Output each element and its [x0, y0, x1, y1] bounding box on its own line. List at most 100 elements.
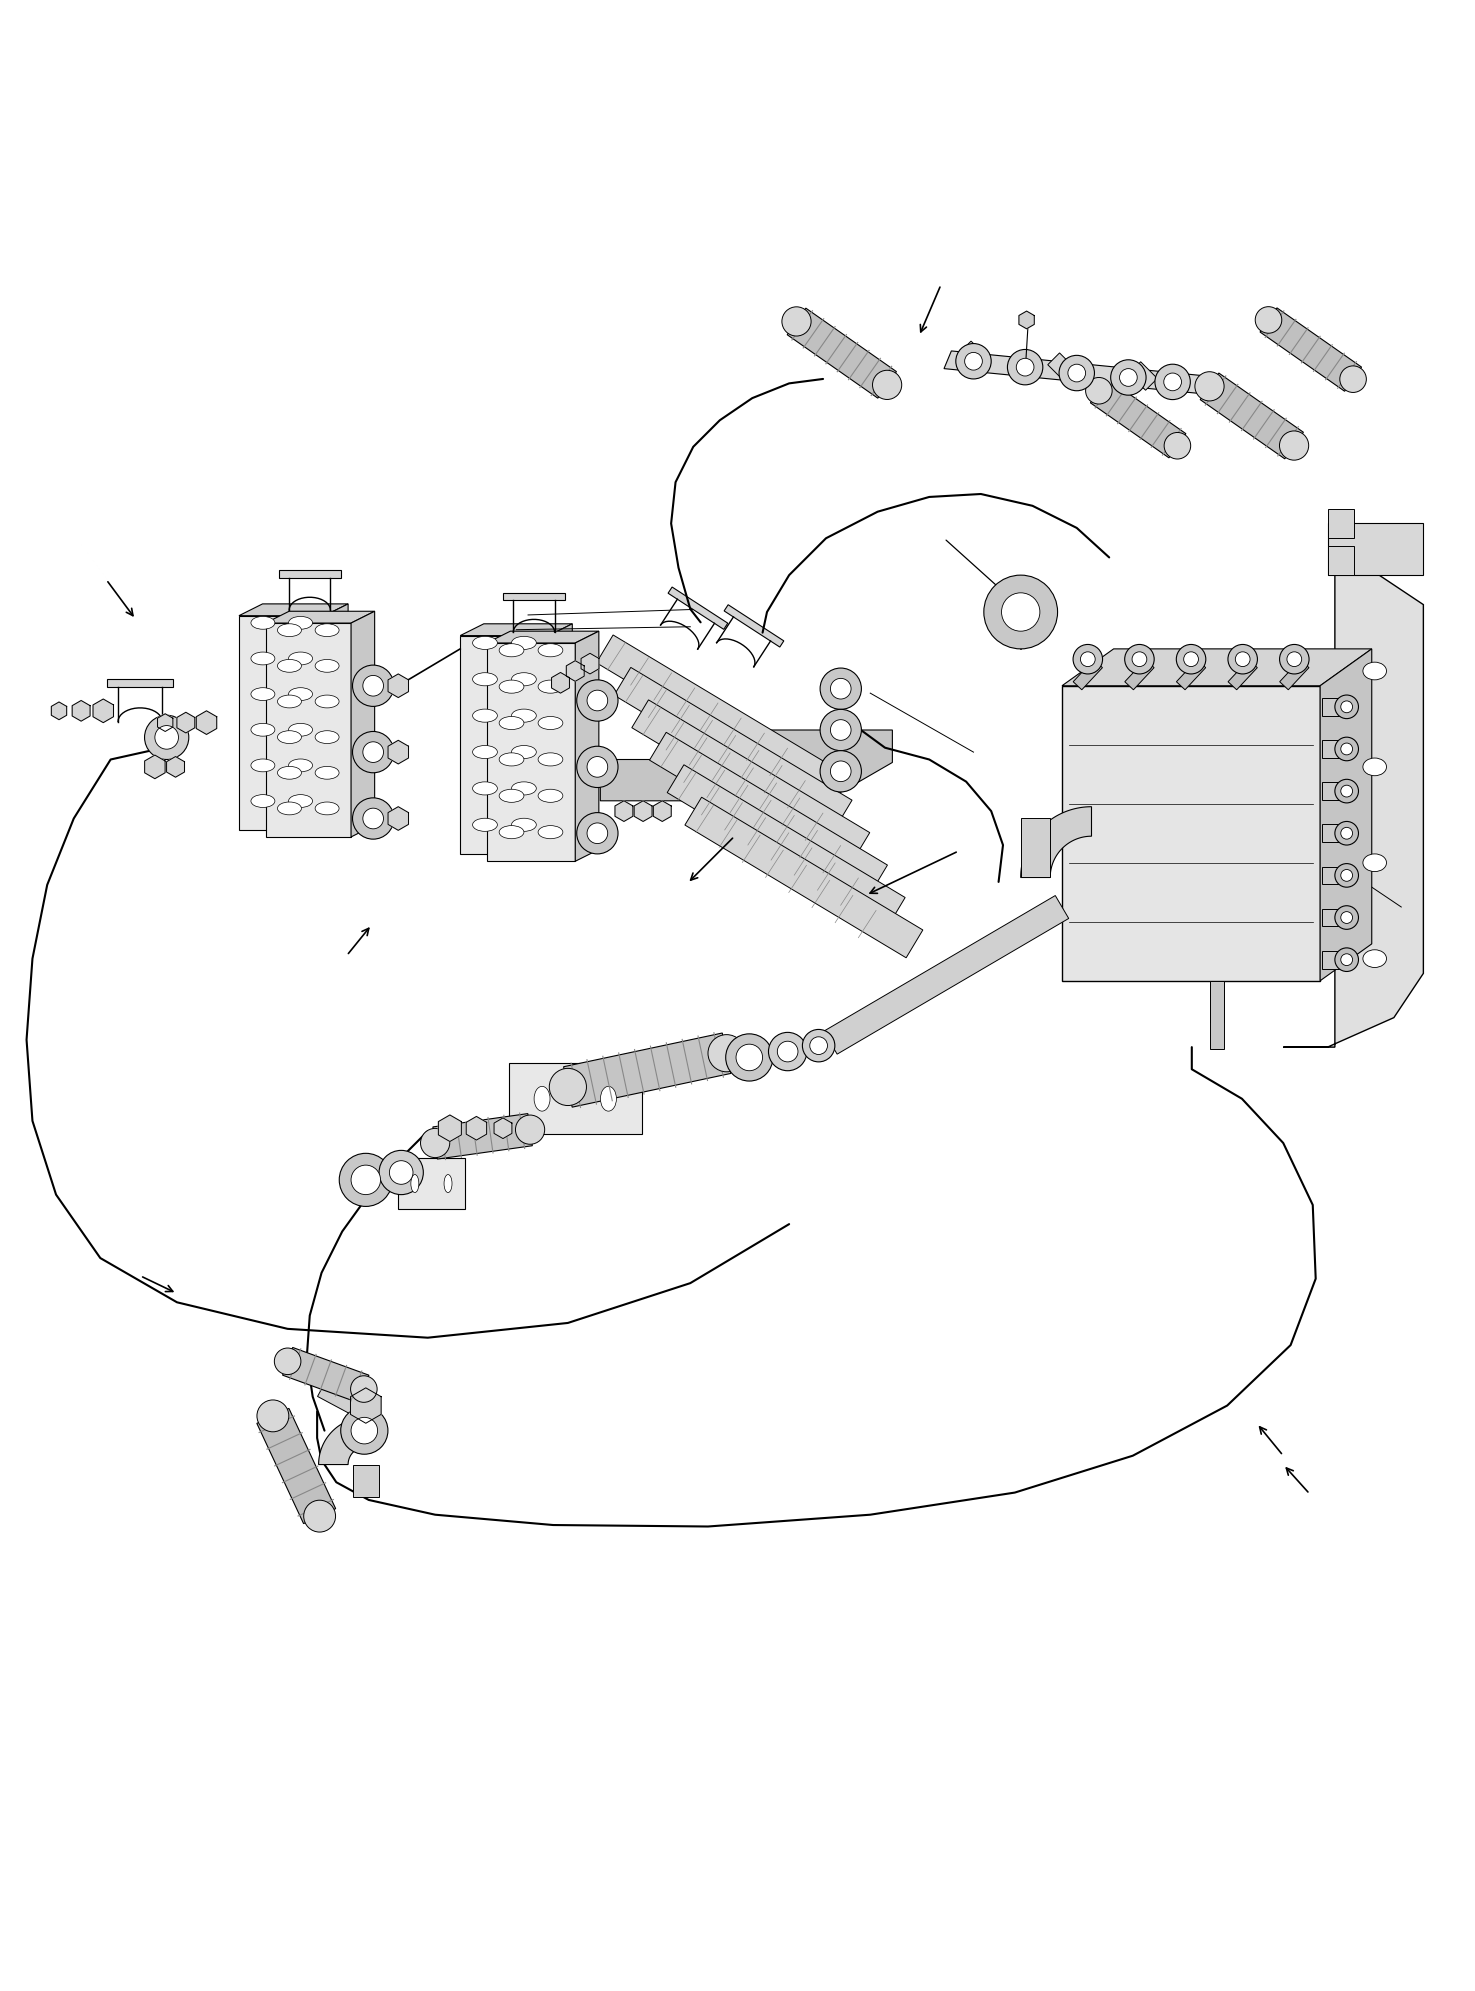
Circle shape: [1164, 372, 1181, 390]
Polygon shape: [1322, 824, 1342, 842]
Ellipse shape: [277, 731, 301, 743]
Circle shape: [353, 665, 394, 707]
Polygon shape: [649, 733, 888, 892]
Circle shape: [1164, 432, 1190, 460]
Ellipse shape: [472, 637, 497, 649]
Polygon shape: [1062, 649, 1372, 685]
Ellipse shape: [472, 745, 497, 759]
Polygon shape: [1328, 546, 1354, 575]
Polygon shape: [1322, 782, 1342, 800]
Circle shape: [353, 798, 394, 838]
Polygon shape: [503, 593, 565, 599]
Ellipse shape: [499, 753, 524, 767]
Polygon shape: [494, 1117, 512, 1139]
Polygon shape: [145, 755, 165, 778]
Polygon shape: [1322, 908, 1342, 926]
Polygon shape: [667, 765, 906, 926]
Ellipse shape: [499, 788, 524, 802]
Circle shape: [145, 715, 189, 759]
Polygon shape: [944, 350, 1207, 394]
Circle shape: [1184, 651, 1198, 667]
Circle shape: [577, 679, 618, 721]
Polygon shape: [1177, 659, 1205, 689]
Ellipse shape: [472, 818, 497, 832]
Circle shape: [1341, 954, 1353, 966]
Circle shape: [1007, 350, 1043, 384]
Circle shape: [1335, 864, 1358, 888]
Polygon shape: [566, 661, 584, 681]
Circle shape: [515, 1115, 544, 1145]
Ellipse shape: [316, 802, 339, 814]
Circle shape: [353, 731, 394, 773]
Ellipse shape: [277, 659, 301, 673]
Ellipse shape: [1363, 663, 1386, 679]
Ellipse shape: [316, 767, 339, 778]
Polygon shape: [388, 741, 409, 765]
Circle shape: [820, 751, 861, 792]
Polygon shape: [319, 1418, 366, 1465]
Circle shape: [1195, 372, 1224, 400]
Polygon shape: [614, 667, 853, 828]
Circle shape: [956, 344, 991, 378]
Ellipse shape: [472, 782, 497, 794]
Polygon shape: [158, 715, 173, 731]
Circle shape: [830, 719, 851, 741]
Circle shape: [1335, 778, 1358, 802]
Polygon shape: [1128, 362, 1158, 390]
Polygon shape: [317, 1370, 373, 1418]
Circle shape: [577, 812, 618, 854]
Polygon shape: [266, 623, 351, 836]
Circle shape: [777, 1041, 798, 1061]
Polygon shape: [634, 800, 652, 822]
Ellipse shape: [277, 623, 301, 637]
Polygon shape: [552, 673, 569, 693]
Polygon shape: [600, 731, 892, 800]
Polygon shape: [239, 603, 348, 615]
Polygon shape: [351, 1388, 381, 1424]
Circle shape: [736, 1043, 763, 1071]
Circle shape: [830, 761, 851, 782]
Polygon shape: [653, 800, 671, 822]
Circle shape: [1255, 307, 1282, 332]
Polygon shape: [1090, 378, 1186, 458]
Circle shape: [1080, 651, 1094, 667]
Polygon shape: [487, 631, 599, 643]
Circle shape: [782, 307, 811, 336]
Circle shape: [420, 1129, 450, 1157]
Polygon shape: [668, 587, 727, 629]
Polygon shape: [72, 701, 90, 721]
Circle shape: [379, 1151, 423, 1195]
Polygon shape: [1047, 352, 1077, 382]
Polygon shape: [438, 1115, 462, 1141]
Ellipse shape: [277, 802, 301, 814]
Ellipse shape: [251, 651, 274, 665]
Polygon shape: [563, 1033, 732, 1107]
Ellipse shape: [251, 723, 274, 737]
Ellipse shape: [1363, 950, 1386, 968]
Polygon shape: [823, 896, 1069, 1053]
Ellipse shape: [512, 818, 537, 832]
Circle shape: [351, 1418, 378, 1443]
Polygon shape: [196, 711, 217, 735]
Circle shape: [363, 808, 384, 828]
Circle shape: [577, 747, 618, 788]
Ellipse shape: [1363, 854, 1386, 872]
Polygon shape: [615, 800, 633, 822]
Ellipse shape: [538, 643, 563, 657]
Circle shape: [1335, 737, 1358, 761]
Circle shape: [1125, 645, 1155, 673]
Polygon shape: [460, 635, 549, 854]
Ellipse shape: [412, 1175, 419, 1193]
Polygon shape: [353, 1465, 379, 1497]
Circle shape: [1341, 701, 1353, 713]
Ellipse shape: [316, 659, 339, 673]
Polygon shape: [1019, 311, 1034, 329]
Ellipse shape: [472, 673, 497, 685]
Circle shape: [389, 1161, 413, 1185]
Ellipse shape: [444, 1175, 451, 1193]
Circle shape: [1335, 906, 1358, 930]
Circle shape: [1059, 354, 1094, 390]
Polygon shape: [959, 340, 988, 370]
Polygon shape: [549, 623, 572, 854]
Polygon shape: [279, 569, 341, 577]
